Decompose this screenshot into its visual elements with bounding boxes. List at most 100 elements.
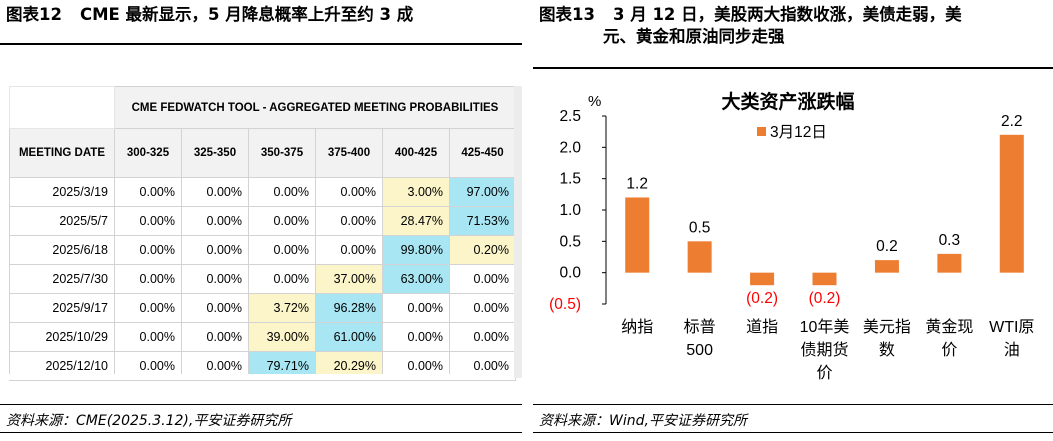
figure-number: 图表13 (539, 5, 595, 24)
data-label: (0.2) (809, 290, 841, 307)
fedwatch-table: CME FEDWATCH TOOL - AGGREGATED MEETING P… (9, 86, 516, 381)
data-label: 0.5 (689, 219, 711, 236)
figure-13-title-line2: 元、黄金和原油同步走强 (603, 27, 785, 46)
category-label: 油 (1004, 341, 1020, 359)
probability-cell: 0.00% (181, 322, 249, 352)
bar-5 (937, 253, 962, 273)
source-rule-top (533, 404, 1053, 405)
probability-cell: 0.00% (248, 264, 316, 294)
probability-cell: 0.00% (248, 235, 316, 265)
probability-cell: 0.00% (315, 177, 383, 207)
y-tick-label: 0.0 (559, 265, 581, 282)
figure-13-title: 图表13 3 月 12 日，美股两大指数收涨，美债走弱，美 (539, 4, 1053, 25)
probability-cell: 0.00% (382, 293, 450, 323)
meeting-date-cell: 2025/7/30 (9, 264, 115, 294)
probability-cell: 3.00% (382, 177, 450, 207)
table-corner (9, 86, 115, 129)
probability-cell: 0.00% (449, 293, 516, 323)
table-cutoff (9, 374, 514, 380)
meeting-date-cell: 2025/10/29 (9, 322, 115, 352)
category-label: 美元指 (863, 318, 911, 336)
category-label: 债期货 (800, 341, 848, 359)
probability-cell: 63.00% (382, 264, 450, 294)
bar-3 (812, 272, 837, 286)
right-figure-panel: 图表13 3 月 12 日，美股两大指数收涨，美债走弱，美 元、黄金和原油同步走强… (533, 0, 1053, 441)
legend-swatch (757, 127, 766, 136)
rate-range-header: 425-450 (449, 128, 516, 178)
probability-cell: 0.00% (181, 177, 249, 207)
category-label: 纳指 (621, 318, 653, 336)
probability-cell: 61.00% (315, 322, 383, 352)
source-rule-bottom (0, 432, 522, 433)
source-rule-top (0, 404, 522, 405)
meeting-date-header: MEETING DATE (9, 128, 115, 178)
table-row: 2025/5/7 0.00% 0.00% 0.00% 0.00% 28.47% 71.53% (9, 206, 516, 236)
category-label: 黄金现 (925, 318, 973, 336)
y-tick-label: 1.0 (559, 202, 581, 219)
probability-cell: 0.00% (114, 177, 182, 207)
probability-cell: 0.00% (181, 264, 249, 294)
asset-change-bar-chart: 大类资产涨跌幅% (0.5) 0.0 0.5 1.0 1.5 2.0 2.5 3月12日 1.2 纳… (549, 90, 1034, 382)
table-row: 2025/7/30 0.00% 0.00% 0.00% 37.00% 63.00% 0.00… (9, 264, 516, 294)
meeting-date-cell: 2025/5/7 (9, 206, 115, 236)
data-label: (0.2) (746, 290, 778, 307)
source-rule-bottom (533, 432, 1053, 433)
category-label: 标普 (684, 318, 716, 336)
probability-cell: 71.53% (449, 206, 516, 236)
y-tick-label: 0.5 (559, 233, 581, 250)
meeting-date-cell: 2025/9/17 (9, 293, 115, 323)
category-label: 数 (879, 341, 895, 359)
data-label: 1.2 (626, 175, 648, 192)
probability-cell: 0.00% (449, 322, 516, 352)
probability-cell: 28.47% (382, 206, 450, 236)
probability-cell: 0.00% (181, 293, 249, 323)
bar-1 (687, 241, 712, 273)
bar-6 (999, 134, 1024, 273)
probability-cell: 97.00% (449, 177, 516, 207)
probability-cell: 99.80% (382, 235, 450, 265)
category-label: 价 (941, 342, 957, 359)
table-banner: CME FEDWATCH TOOL - AGGREGATED MEETING P… (114, 86, 516, 129)
source-note: 资料来源：Wind,平安证券研究所 (539, 413, 747, 429)
y-tick-label: 2.5 (559, 108, 581, 125)
probability-cell: 0.00% (248, 177, 316, 207)
probability-cell: 0.00% (114, 206, 182, 236)
probability-cell: 0.00% (315, 235, 383, 265)
y-axis-unit: % (588, 93, 601, 110)
probability-cell: 0.00% (382, 322, 450, 352)
meeting-date-cell: 2025/3/19 (9, 177, 115, 207)
probability-cell: 0.00% (315, 206, 383, 236)
probability-cell: 0.00% (181, 235, 249, 265)
legend-label: 3月12日 (770, 124, 827, 141)
bar-4 (874, 260, 899, 273)
probability-cell: 37.00% (315, 264, 383, 294)
y-tick-label: 1.5 (559, 171, 581, 188)
rate-range-header: 400-425 (382, 128, 450, 178)
category-label: WTI原 (989, 319, 1034, 336)
rate-range-header: 375-400 (315, 128, 383, 178)
category-label: 道指 (746, 318, 778, 336)
chart-title: 大类资产涨跌幅 (721, 90, 854, 113)
probability-cell: 0.00% (181, 206, 249, 236)
probability-cell: 0.00% (114, 235, 182, 265)
probability-cell: 0.00% (248, 206, 316, 236)
table-row: 2025/3/19 0.00% 0.00% 0.00% 0.00% 3.00% 97.00% (9, 177, 516, 207)
category-label: 价 (816, 365, 832, 382)
probability-cell: 39.00% (248, 322, 316, 352)
rate-range-header: 300-325 (114, 128, 182, 178)
probability-cell: 3.72% (248, 293, 316, 323)
y-tick-label: 2.0 (559, 139, 581, 156)
left-figure-panel: 图表12 CME 最新显示，5 月降息概率上升至约 3 成 CME FEDWATC… (0, 0, 522, 441)
table-row: 2025/6/18 0.00% 0.00% 0.00% 0.00% 99.80% 0.20% (9, 235, 516, 265)
rate-range-header: 325-350 (181, 128, 249, 178)
table-row: 2025/10/29 0.00% 0.00% 39.00% 61.00% 0.00% 0.0… (9, 322, 516, 352)
figure-title-line1: 3 月 12 日，美股两大指数收涨，美债走弱，美 (612, 5, 962, 24)
figure-number: 图表12 (6, 5, 62, 24)
figure-title-text: CME 最新显示，5 月降息概率上升至约 3 成 (79, 5, 414, 24)
probability-cell: 0.00% (449, 264, 516, 294)
data-label: 0.3 (939, 232, 961, 249)
category-label: 500 (686, 342, 713, 359)
source-note: 资料来源：CME(2025.3.12),平安证券研究所 (6, 413, 292, 429)
probability-cell: 0.00% (114, 322, 182, 352)
figure-12-title: 图表12 CME 最新显示，5 月降息概率上升至约 3 成 (6, 4, 522, 25)
